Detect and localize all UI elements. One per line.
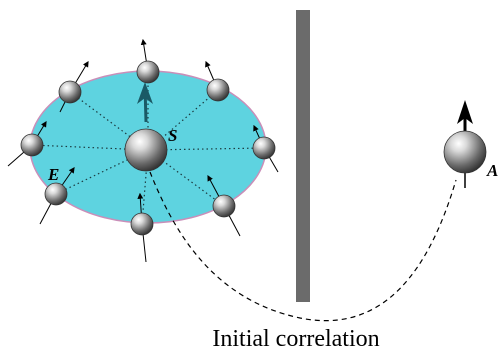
sphere-with-arrow-icon [58,60,89,113]
environment-label: E [47,165,59,184]
environment-spins [7,38,279,263]
sphere-with-arrow-icon [205,60,230,102]
ancilla-label: A [486,161,498,180]
correlation-curve [149,171,457,322]
correlation-caption: Initial correlation [212,326,379,352]
sphere-with-arrow-icon [207,174,241,237]
sphere-with-arrow-icon [7,120,47,167]
barrier-wall [296,10,310,302]
sphere-with-arrow-icon [136,38,160,84]
sphere-with-arrow-icon [130,192,154,263]
system-label: S [168,126,177,145]
sphere-with-arrow-icon [39,167,75,225]
sphere-with-arrow-icon [252,124,279,173]
system-spin [124,82,168,172]
ancilla-spin [443,100,487,188]
